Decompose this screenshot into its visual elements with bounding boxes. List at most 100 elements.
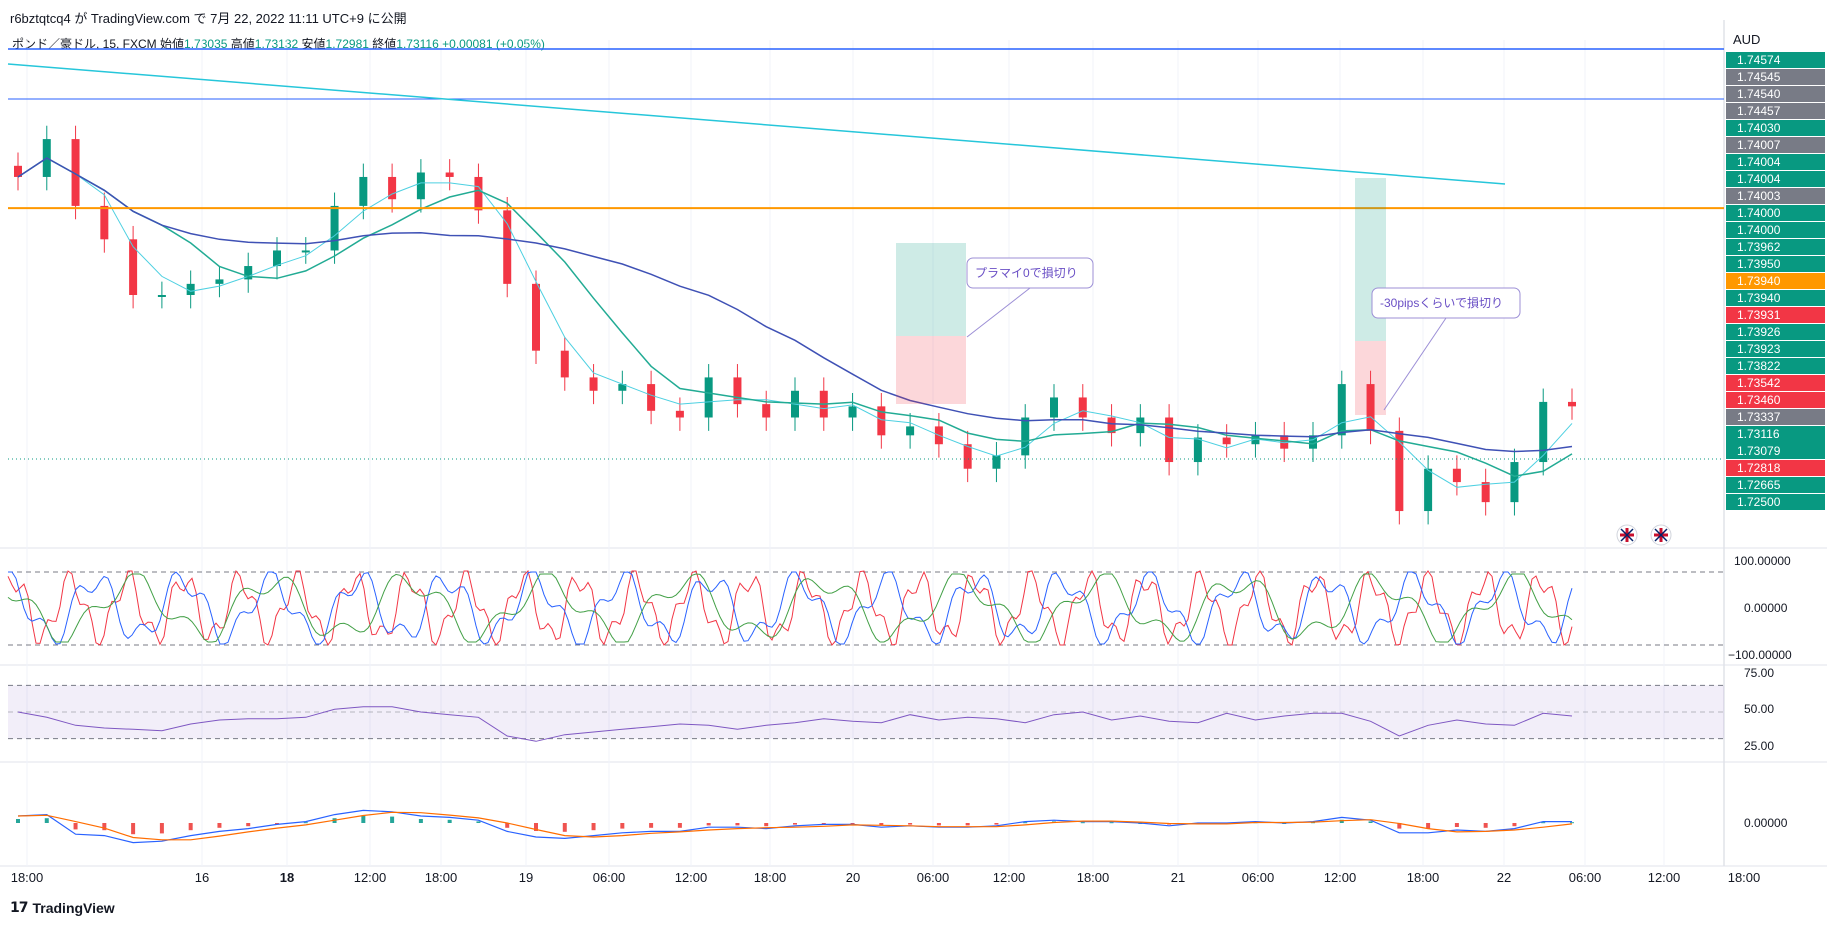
- time-axis-label: 22: [1497, 870, 1511, 885]
- price-tag-label: 1.73962: [1737, 240, 1781, 254]
- time-axis-label: 18:00: [425, 870, 458, 885]
- macd-histogram-bar: [1541, 822, 1546, 824]
- candle-body: [273, 250, 281, 267]
- price-tag: [1726, 205, 1825, 221]
- macd-histogram-bar: [1570, 822, 1574, 824]
- macd-histogram-bar: [390, 816, 395, 823]
- macd-histogram-bar: [706, 823, 711, 826]
- candle-body: [388, 176, 397, 200]
- price-tag-label: 1.74000: [1737, 206, 1781, 220]
- ma-slow-line: [17, 157, 1573, 453]
- candle-body: [1222, 437, 1231, 445]
- time-axis-label: 19: [519, 870, 533, 885]
- price-tag-label: 1.72665: [1737, 478, 1781, 492]
- macd-histogram-bar: [591, 823, 596, 831]
- candle-body: [1452, 468, 1461, 483]
- price-tag: [1726, 103, 1825, 119]
- candle-body: [733, 377, 742, 405]
- time-axis-label: 18: [280, 870, 294, 885]
- price-tag-label: 1.73822: [1737, 359, 1781, 373]
- price-tag-label: 1.73940: [1737, 291, 1781, 305]
- take-profit-zone: [896, 243, 966, 336]
- trend-line: [7, 63, 1506, 185]
- time-axis-label: 12:00: [993, 870, 1026, 885]
- price-tag-label: 1.73926: [1737, 325, 1781, 339]
- price-tag-label: 1.73542: [1737, 376, 1781, 390]
- candle-body: [100, 205, 109, 240]
- stoch-d-line: [7, 573, 1573, 643]
- macd-histogram-bar: [159, 823, 164, 834]
- price-tag: [1726, 273, 1825, 289]
- macd-histogram-bar: [102, 823, 107, 831]
- candle-body: [71, 139, 80, 206]
- stoch-fast-line: [7, 569, 1573, 647]
- macd-histogram-bar: [994, 823, 999, 825]
- currency-label[interactable]: AUD: [1733, 32, 1761, 47]
- price-tag: [1726, 256, 1825, 272]
- candle-body: [416, 172, 425, 200]
- candle-body: [1395, 430, 1404, 512]
- rsi-axis-label: 25.00: [1744, 739, 1774, 753]
- uk-flag-icon: [1654, 528, 1668, 542]
- low-label: 安値: [301, 37, 326, 51]
- stop-loss-zone: [1355, 341, 1386, 415]
- candle-body: [301, 250, 310, 253]
- candle-body: [503, 210, 512, 284]
- macd-histogram-bar: [1080, 822, 1085, 824]
- macd-histogram-bar: [217, 823, 222, 828]
- price-tag-label: 1.73931: [1737, 308, 1781, 322]
- candle-body: [330, 205, 339, 251]
- footer-brand[interactable]: 17 TradingView: [10, 900, 115, 916]
- candle-body: [445, 172, 454, 177]
- time-axis-label: 06:00: [593, 870, 626, 885]
- price-tag: [1726, 324, 1825, 340]
- price-tag-label: 1.74574: [1737, 53, 1781, 67]
- macd-histogram-bar: [620, 823, 625, 829]
- macd-histogram-bar: [246, 823, 251, 827]
- tradingview-logo-icon: 17: [10, 900, 29, 916]
- low-value: 1.72981: [325, 37, 369, 51]
- symbol-label[interactable]: ポンド／豪ドル, 15, FXCM: [12, 37, 157, 51]
- time-axis-label: 18:00: [1077, 870, 1110, 885]
- rsi-line: [17, 706, 1573, 742]
- brand-label: TradingView: [32, 900, 115, 916]
- macd-histogram-bar: [1023, 822, 1028, 824]
- price-tag-label: 1.73116: [1737, 427, 1780, 441]
- candle-body: [1050, 397, 1058, 418]
- macd-histogram-bar: [73, 823, 78, 830]
- macd-histogram-bar: [447, 819, 452, 823]
- stoch-axis-label: 100.00000: [1734, 554, 1791, 568]
- stoch-axis-label: −100.00000: [1728, 648, 1792, 662]
- macd-signal-line: [17, 811, 1573, 841]
- macd-histogram-bar: [16, 819, 20, 823]
- candle-body: [1078, 397, 1087, 418]
- stop-loss-zone: [896, 336, 966, 404]
- macd-histogram-bar: [1454, 823, 1459, 827]
- price-tag: [1726, 341, 1825, 357]
- time-axis-label: 18:00: [1728, 870, 1761, 885]
- macd-histogram-bar: [275, 823, 279, 824]
- candle-body: [963, 444, 972, 469]
- price-tag-label: 1.73337: [1737, 410, 1781, 424]
- candle-body: [1107, 417, 1116, 434]
- price-tag-label: 1.73950: [1737, 257, 1781, 271]
- macd-histogram-bar: [879, 823, 884, 826]
- price-tag-label: 1.74007: [1737, 138, 1781, 152]
- time-axis-label: 06:00: [1242, 870, 1275, 885]
- macd-line: [17, 809, 1572, 844]
- price-tag: [1726, 86, 1825, 102]
- price-tag: [1726, 290, 1825, 306]
- time-axis-label: 12:00: [675, 870, 708, 885]
- annotation-pointer: [1383, 317, 1447, 411]
- price-tag: [1726, 52, 1825, 68]
- price-tag-label: 1.74457: [1737, 104, 1781, 118]
- macd-histogram-bar: [418, 819, 423, 823]
- macd-histogram-bar: [764, 823, 769, 827]
- annotation-text: プラマイ0で損切り: [975, 265, 1078, 280]
- macd-histogram-bar: [361, 815, 366, 823]
- ma-mid-line: [17, 157, 1573, 477]
- price-tag: [1726, 392, 1825, 408]
- candle-body: [877, 406, 886, 436]
- candle-body: [1309, 435, 1317, 449]
